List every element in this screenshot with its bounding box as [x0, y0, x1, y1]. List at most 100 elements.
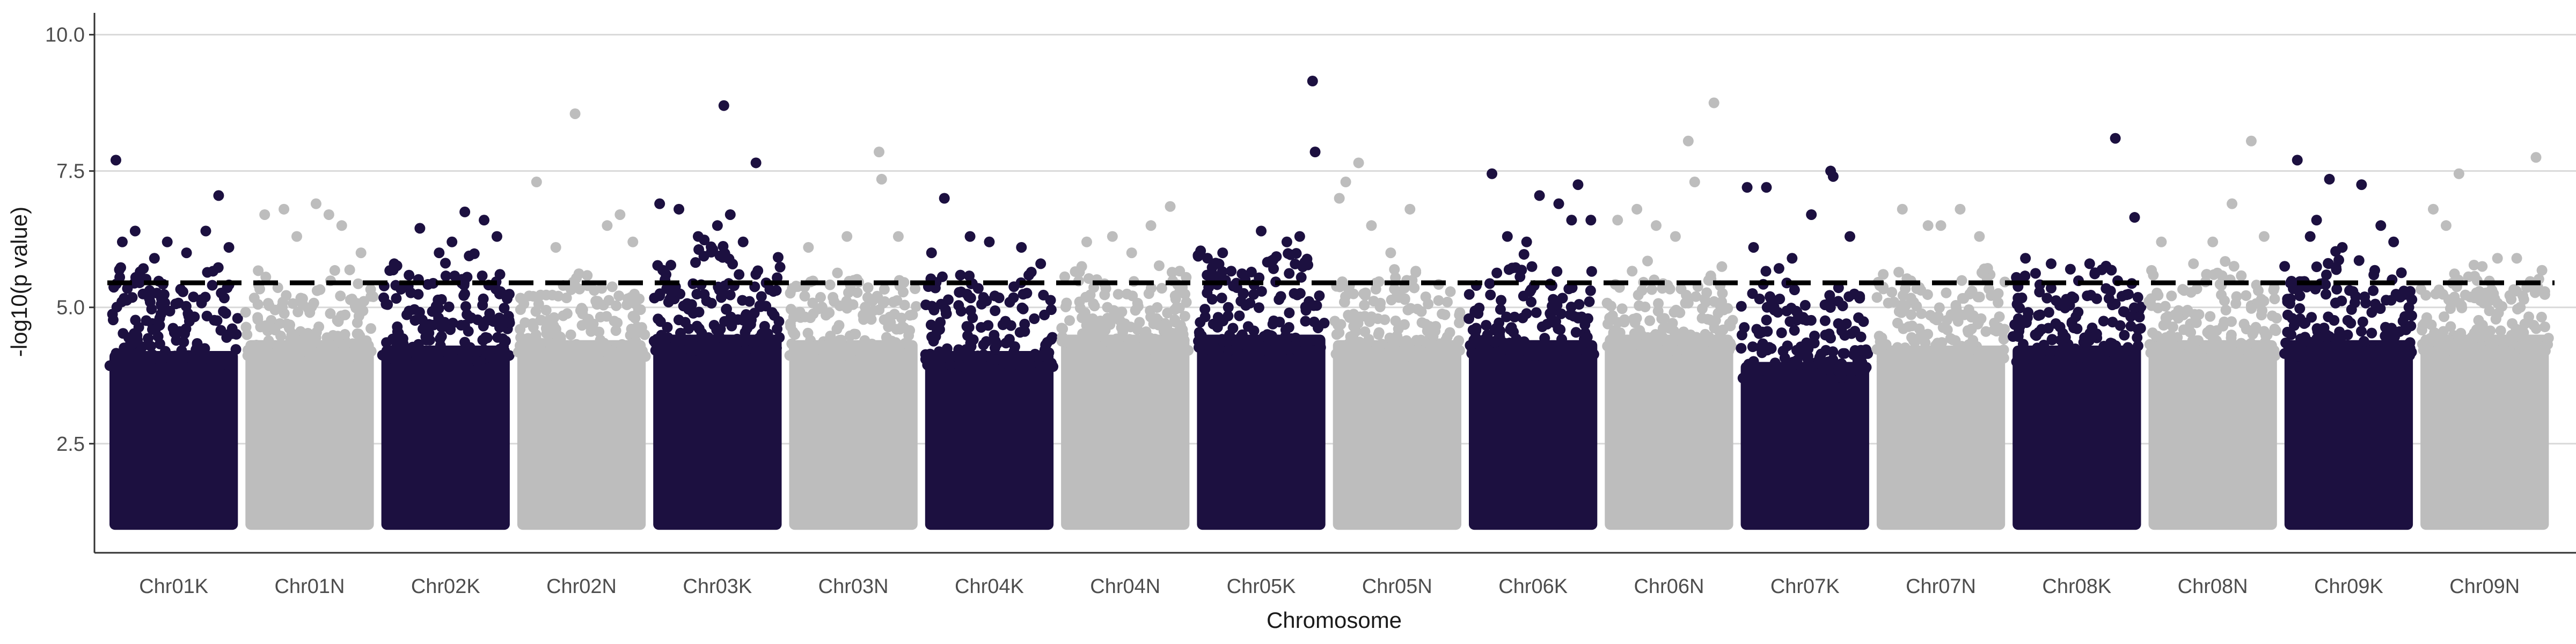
data-point [321, 332, 333, 343]
data-point [1878, 283, 1889, 295]
data-point [1481, 319, 1492, 331]
peak-point [1689, 177, 1700, 188]
data-point [698, 251, 709, 262]
data-point [1630, 332, 1642, 343]
data-point [2519, 318, 2530, 330]
data-point [156, 293, 167, 304]
data-point [1680, 297, 1691, 309]
y-tick-label: 10.0 [45, 24, 85, 47]
data-point [220, 308, 231, 319]
data-points [104, 235, 2554, 530]
data-point [2191, 335, 2202, 346]
data-point [1871, 343, 1883, 355]
data-point [1993, 297, 2004, 308]
data-point [1802, 353, 1813, 364]
data-point [613, 290, 625, 302]
data-point [1469, 306, 1481, 318]
data-point [2488, 288, 2499, 299]
data-point [904, 325, 916, 336]
data-point [565, 329, 576, 340]
data-point [1964, 352, 1975, 363]
peak-point [2440, 220, 2451, 231]
data-point [1284, 268, 1295, 279]
data-point [1234, 310, 1245, 321]
data-point [1644, 315, 1656, 326]
data-point [1819, 315, 1831, 326]
data-point [886, 335, 897, 347]
peak-point [1294, 231, 1305, 242]
data-point [2332, 336, 2344, 348]
data-point [1179, 311, 1190, 322]
data-point [1035, 350, 1046, 361]
data-point [1026, 267, 1037, 278]
data-point [2366, 327, 2377, 339]
data-point [1789, 325, 1800, 336]
data-point [2282, 309, 2293, 320]
peak-point [1145, 220, 1157, 231]
data-point [1717, 288, 1728, 299]
data-point [1267, 318, 1278, 330]
data-point [837, 350, 848, 361]
data-point [2245, 338, 2257, 349]
data-point [2484, 305, 2495, 317]
peak-point [1974, 231, 1985, 242]
data-point [2467, 340, 2478, 352]
data-point [1671, 304, 1682, 316]
peak-point [2311, 215, 2322, 226]
data-point [1096, 324, 1108, 335]
data-point [1308, 300, 1319, 311]
data-point [991, 354, 1002, 365]
data-point [785, 318, 796, 330]
data-point [1174, 302, 1185, 313]
scatter-points-chr01k [104, 262, 243, 373]
data-point [2226, 330, 2237, 341]
data-point [211, 315, 223, 326]
peak-point [1845, 231, 1856, 242]
scatter-points-chr03k [648, 235, 786, 356]
data-point [1067, 338, 1078, 349]
data-point [411, 350, 422, 362]
data-point [1980, 326, 1992, 337]
x-tick-label: Chr03N [818, 575, 889, 598]
data-point [595, 311, 606, 323]
data-point [2534, 345, 2545, 356]
data-point [2147, 327, 2158, 339]
data-point [2477, 327, 2489, 339]
data-point [1119, 318, 1131, 330]
data-point [1344, 312, 1355, 323]
data-point [720, 342, 731, 353]
peak-point [389, 258, 400, 269]
data-point [1162, 308, 1173, 319]
peak-point [1955, 203, 1966, 215]
data-point [2238, 318, 2250, 330]
data-point [2454, 298, 2465, 309]
x-tick-label: Chr09N [2449, 575, 2520, 598]
data-point [1833, 296, 1844, 307]
data-point [335, 290, 346, 302]
data-point [484, 308, 495, 319]
data-point [2014, 326, 2025, 337]
data-point [1153, 260, 1165, 272]
data-point [2279, 348, 2290, 359]
data-point [230, 344, 241, 355]
x-tick-label: Chr07N [1906, 575, 1976, 598]
peak-point [1256, 225, 1267, 237]
peak-point [491, 231, 502, 242]
data-point [1210, 258, 1221, 269]
data-point [221, 332, 232, 343]
data-point [152, 331, 164, 342]
data-point [991, 338, 1002, 349]
data-point [189, 311, 200, 323]
data-point [535, 289, 546, 301]
data-point [2294, 290, 2306, 302]
peak-point [627, 236, 639, 247]
data-point [1752, 371, 1763, 382]
data-point [2089, 355, 2101, 367]
data-point [1751, 324, 1762, 335]
data-point [2426, 319, 2437, 331]
data-point [879, 284, 890, 295]
data-point [772, 272, 783, 283]
data-point [595, 334, 606, 346]
dense-points-chr04n [1061, 334, 1190, 530]
data-point [899, 350, 911, 361]
